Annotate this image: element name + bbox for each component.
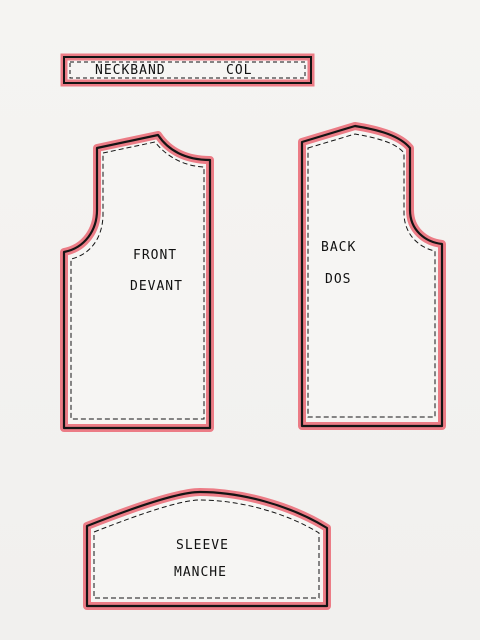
front-label-fr: DEVANT	[130, 279, 183, 294]
back-label: BACK	[321, 240, 357, 255]
back-label-fr: DOS	[325, 272, 352, 287]
sleeve-label: SLEEVE	[176, 538, 229, 553]
back-piece	[298, 122, 446, 430]
sleeve-piece	[83, 488, 331, 610]
sleeve-label-fr: MANCHE	[174, 565, 227, 580]
front-piece	[60, 131, 214, 432]
neckband-piece	[60, 53, 315, 87]
neckband-label-fr: COL	[226, 63, 253, 78]
front-label: FRONT	[133, 248, 178, 263]
neckband-label: NECKBAND	[95, 63, 166, 78]
